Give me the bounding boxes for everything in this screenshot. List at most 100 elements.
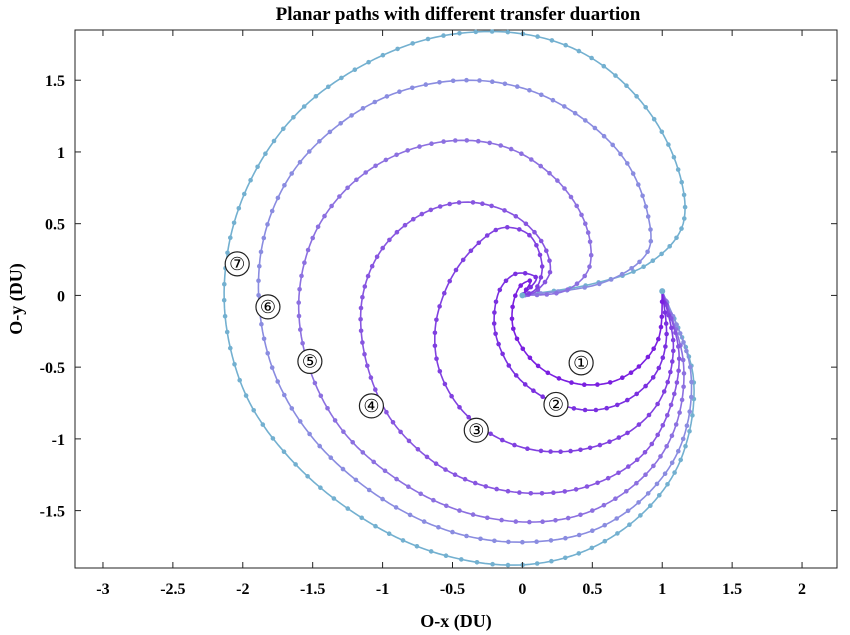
series-marker	[602, 538, 608, 544]
series-marker	[339, 75, 344, 81]
series-marker	[493, 331, 498, 337]
series-marker	[544, 248, 549, 253]
series-marker	[282, 183, 287, 188]
series-marker	[684, 348, 689, 354]
series-marker	[450, 529, 455, 535]
series-marker	[406, 484, 411, 490]
series-marker	[297, 287, 302, 292]
series-marker	[402, 222, 408, 228]
series-marker	[667, 244, 672, 249]
series-marker	[477, 78, 482, 83]
series-marker	[615, 402, 620, 408]
series-marker	[551, 490, 556, 496]
series-marker	[460, 257, 466, 263]
series-marker	[510, 304, 515, 310]
start-point	[659, 288, 666, 295]
series-marker	[613, 73, 618, 78]
series-marker	[534, 539, 539, 544]
series-marker	[371, 459, 377, 465]
series-label-layer: ① ② ③ ④ ⑤ ⑥ ⑦	[224, 251, 594, 443]
series-marker	[315, 224, 321, 230]
series-marker	[563, 535, 568, 541]
series-marker	[275, 379, 281, 384]
series-marker	[626, 464, 631, 469]
series-marker	[636, 182, 641, 187]
series-marker	[634, 480, 639, 486]
series-marker	[302, 260, 307, 266]
series-marker	[538, 275, 544, 280]
series-marker	[350, 440, 356, 445]
series-marker	[660, 423, 666, 428]
series-marker	[664, 444, 669, 449]
series-marker	[397, 89, 402, 94]
series-marker	[429, 141, 434, 146]
series-marker	[601, 63, 607, 69]
series-marker	[528, 284, 533, 290]
series-marker	[265, 351, 271, 356]
series-marker	[556, 376, 562, 381]
series-marker	[676, 344, 681, 349]
series-marker	[305, 474, 310, 479]
series-marker	[269, 208, 275, 214]
series-marker	[648, 238, 654, 244]
series-marker	[535, 34, 540, 39]
series-marker	[411, 216, 416, 222]
series-marker	[550, 97, 556, 103]
series-marker	[373, 163, 378, 169]
series-marker	[528, 491, 534, 496]
series-marker	[464, 77, 469, 83]
series-marker	[449, 393, 454, 399]
series-marker	[619, 271, 625, 277]
series-marker	[305, 247, 311, 253]
series-marker	[506, 539, 511, 545]
series-marker	[442, 381, 448, 387]
series-marker	[462, 476, 468, 482]
series-marker	[628, 370, 634, 376]
series-marker	[382, 468, 388, 474]
series-marker	[443, 467, 448, 472]
series-marker	[662, 471, 668, 477]
series-marker	[365, 363, 370, 369]
series-marker	[562, 489, 568, 494]
series-marker	[527, 232, 532, 238]
series-marker	[281, 449, 287, 455]
series-marker	[690, 413, 695, 418]
series-marker	[275, 195, 281, 201]
x-tick-label: -0.5	[440, 581, 465, 598]
series-marker	[493, 299, 499, 305]
series-marker	[450, 78, 456, 84]
series-marker	[539, 92, 544, 98]
series-marker	[549, 558, 554, 564]
series-marker	[650, 375, 656, 380]
series-marker	[602, 522, 607, 528]
series-marker	[457, 31, 462, 36]
series-marker	[232, 362, 237, 367]
series-marker	[636, 500, 641, 505]
series-marker	[527, 278, 533, 284]
y-tick-label: -0.5	[40, 360, 65, 377]
tick-layer: -3 -2.5 -2 -1.5 -1 -0.5 0 0.5 1 1.5 2 -1.5 -1 -0.5 0 0.…	[40, 30, 837, 598]
series-marker	[326, 84, 331, 90]
series-marker	[313, 94, 319, 99]
series-marker	[366, 487, 372, 493]
series-marker	[384, 409, 389, 415]
x-tick-label: -3	[96, 581, 109, 598]
series-marker	[529, 157, 534, 162]
series-marker	[384, 94, 390, 99]
series-marker	[297, 159, 303, 165]
series-marker	[568, 194, 574, 200]
series-marker	[578, 512, 583, 518]
series-marker	[584, 484, 590, 489]
series-marker	[587, 264, 592, 270]
series-marker	[582, 273, 587, 279]
series-marker	[251, 408, 256, 413]
series-marker	[659, 299, 665, 305]
series-marker	[473, 480, 478, 486]
series-marker	[437, 369, 443, 374]
series-marker	[569, 380, 574, 385]
series-marker	[676, 356, 682, 362]
series-marker	[681, 192, 687, 198]
series-marker	[500, 437, 505, 443]
series-marker	[473, 29, 479, 35]
